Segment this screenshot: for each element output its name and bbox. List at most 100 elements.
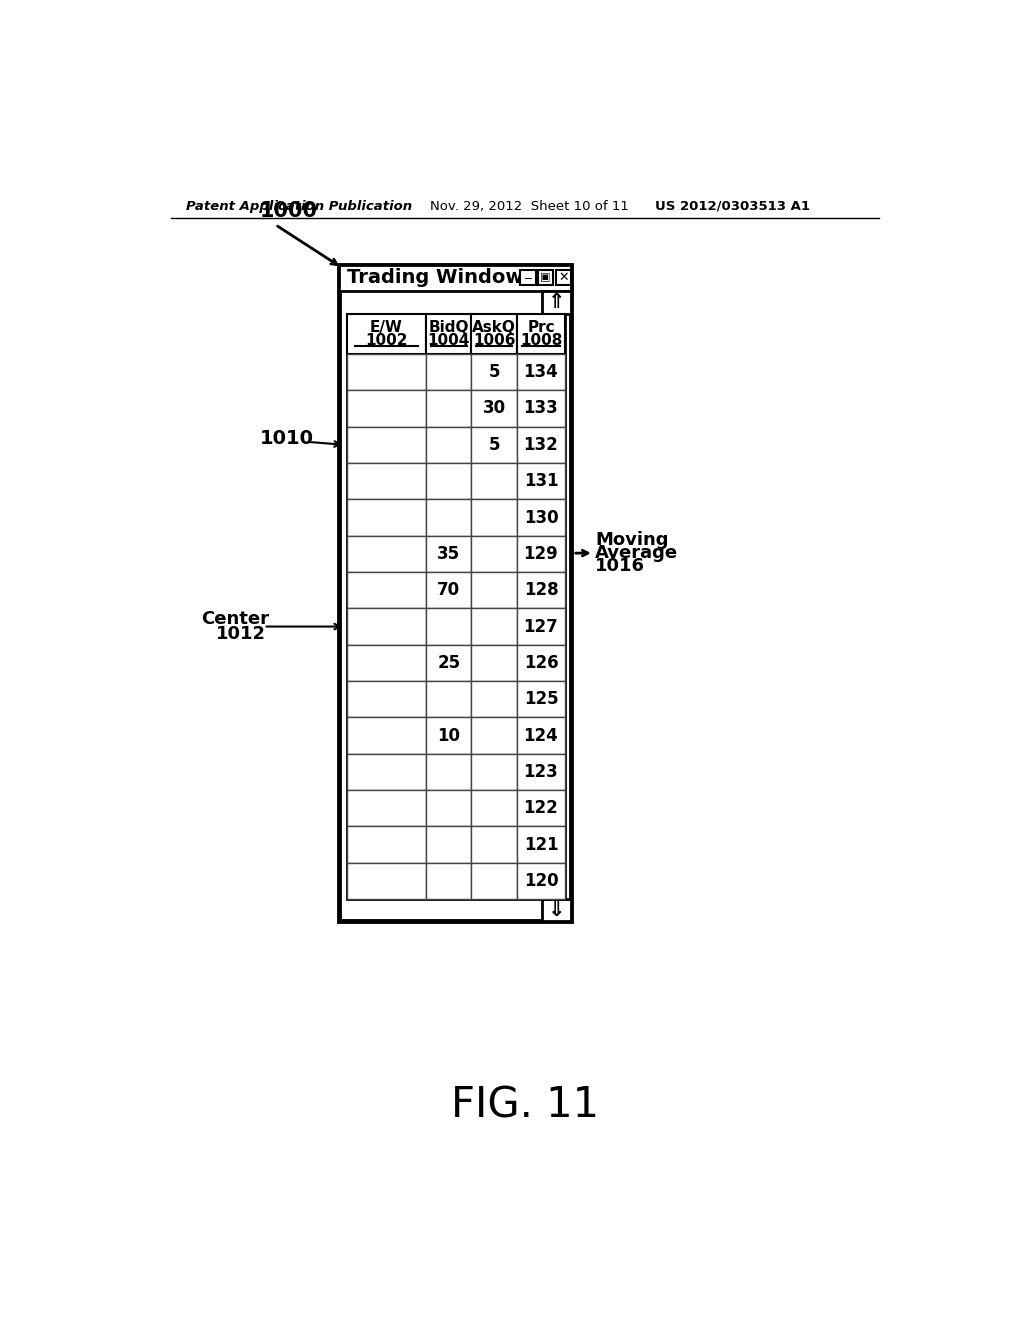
Text: 1010: 1010: [260, 429, 313, 449]
Bar: [471, 391, 517, 426]
Bar: [339, 264, 571, 290]
Text: 70: 70: [437, 581, 460, 599]
Bar: [346, 572, 426, 609]
Bar: [517, 681, 565, 718]
Bar: [346, 314, 565, 899]
Bar: [426, 536, 471, 572]
Bar: [346, 391, 426, 426]
Bar: [346, 826, 426, 863]
Bar: [471, 463, 517, 499]
Text: 1004: 1004: [428, 334, 470, 348]
Text: BidQ: BidQ: [428, 319, 469, 334]
Bar: [426, 863, 471, 899]
Bar: [426, 826, 471, 863]
Bar: [517, 863, 565, 899]
Bar: [339, 264, 571, 921]
Bar: [471, 863, 517, 899]
Text: 5: 5: [488, 436, 500, 454]
Bar: [426, 644, 471, 681]
Text: Center: Center: [202, 610, 269, 628]
Bar: [517, 499, 565, 536]
Text: 131: 131: [523, 473, 558, 490]
Bar: [346, 354, 426, 391]
Bar: [426, 718, 471, 754]
Text: 133: 133: [523, 400, 558, 417]
Bar: [426, 754, 471, 791]
Text: ─: ─: [524, 273, 531, 282]
Bar: [346, 314, 426, 354]
Text: 122: 122: [523, 800, 558, 817]
Text: 25: 25: [437, 653, 460, 672]
Bar: [517, 644, 565, 681]
Bar: [471, 426, 517, 463]
Text: 1008: 1008: [520, 334, 562, 348]
Bar: [471, 754, 517, 791]
Text: 30: 30: [482, 400, 506, 417]
Text: ⇑: ⇑: [548, 293, 565, 313]
Bar: [520, 271, 536, 285]
Text: 1016: 1016: [595, 557, 645, 576]
Bar: [426, 499, 471, 536]
Text: 1000: 1000: [260, 201, 317, 220]
Bar: [346, 718, 426, 754]
Text: 1006: 1006: [473, 334, 515, 348]
Bar: [517, 354, 565, 391]
Bar: [517, 754, 565, 791]
Bar: [346, 681, 426, 718]
Bar: [426, 354, 471, 391]
Text: 5: 5: [488, 363, 500, 381]
Bar: [471, 314, 517, 354]
Bar: [517, 463, 565, 499]
Text: ▣: ▣: [541, 273, 551, 282]
Bar: [542, 899, 571, 921]
Bar: [346, 644, 426, 681]
Text: 124: 124: [523, 726, 558, 744]
Bar: [346, 754, 426, 791]
Bar: [471, 791, 517, 826]
Bar: [346, 426, 426, 463]
Bar: [471, 609, 517, 644]
Bar: [471, 826, 517, 863]
Text: E/W: E/W: [370, 319, 402, 334]
Text: 126: 126: [523, 653, 558, 672]
Text: 1002: 1002: [366, 334, 408, 348]
Bar: [538, 271, 554, 285]
Bar: [556, 271, 571, 285]
Text: 134: 134: [523, 363, 558, 381]
Bar: [542, 290, 571, 314]
Bar: [471, 354, 517, 391]
Bar: [426, 314, 471, 354]
Text: 130: 130: [523, 508, 558, 527]
Bar: [471, 718, 517, 754]
Bar: [471, 572, 517, 609]
Text: 120: 120: [523, 873, 558, 890]
Text: AskQ: AskQ: [472, 319, 516, 334]
Text: 132: 132: [523, 436, 558, 454]
Text: 10: 10: [437, 726, 460, 744]
Text: 35: 35: [437, 545, 460, 562]
Bar: [471, 644, 517, 681]
Bar: [426, 609, 471, 644]
Bar: [346, 499, 426, 536]
Text: Prc: Prc: [527, 319, 555, 334]
Text: 121: 121: [523, 836, 558, 854]
Text: 125: 125: [523, 690, 558, 709]
Text: ⇓: ⇓: [548, 900, 565, 920]
Text: 128: 128: [523, 581, 558, 599]
Text: 123: 123: [523, 763, 558, 781]
Bar: [346, 536, 426, 572]
Bar: [517, 572, 565, 609]
Text: Moving: Moving: [595, 531, 669, 549]
Text: Average: Average: [595, 544, 679, 562]
Bar: [426, 463, 471, 499]
Bar: [471, 499, 517, 536]
Bar: [517, 826, 565, 863]
Bar: [426, 791, 471, 826]
Text: 1012: 1012: [216, 626, 265, 643]
Bar: [346, 463, 426, 499]
Bar: [517, 391, 565, 426]
Text: Nov. 29, 2012  Sheet 10 of 11: Nov. 29, 2012 Sheet 10 of 11: [430, 199, 629, 213]
Text: FIG. 11: FIG. 11: [451, 1085, 599, 1126]
Bar: [426, 572, 471, 609]
Text: 127: 127: [523, 618, 558, 635]
